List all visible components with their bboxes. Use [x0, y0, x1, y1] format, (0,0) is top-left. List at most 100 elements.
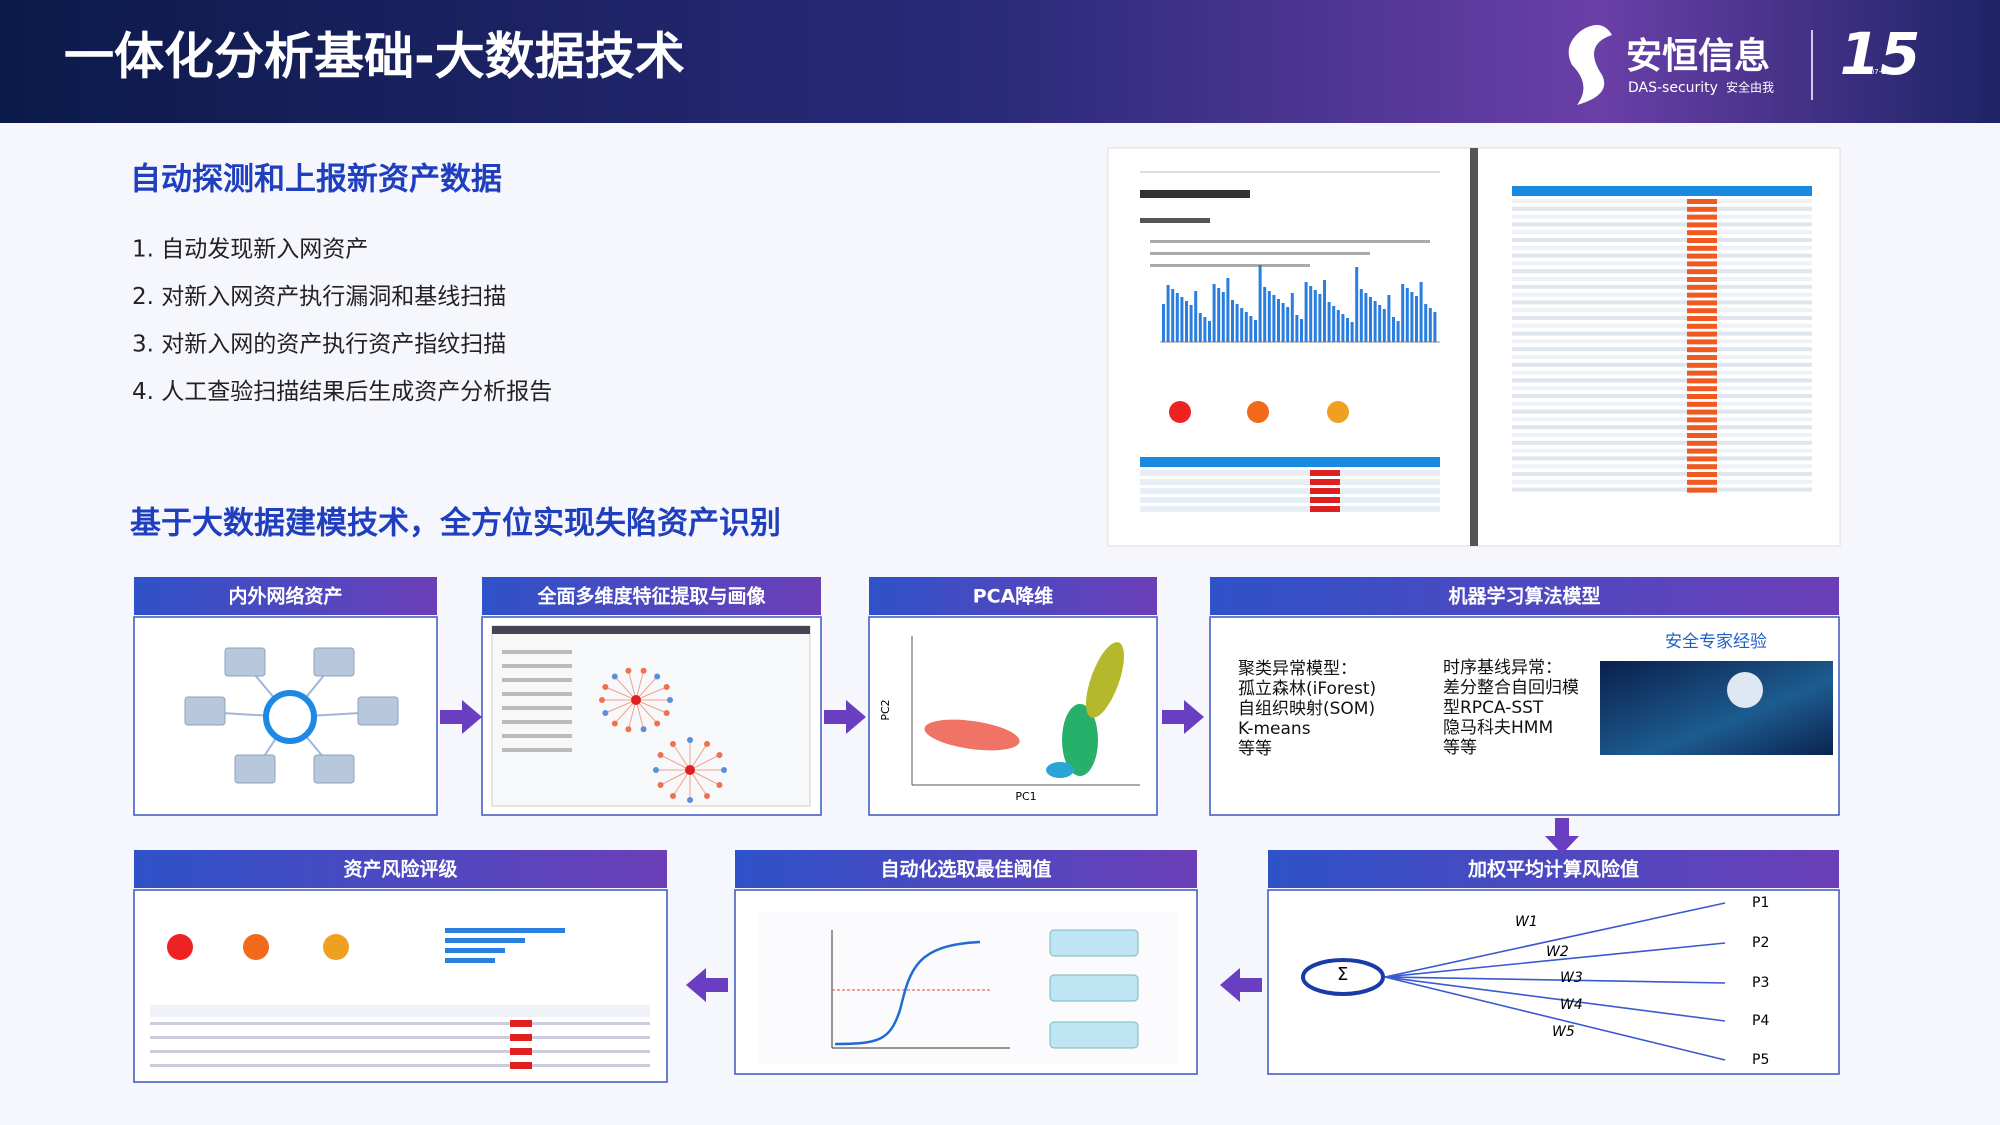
- table-row: [1512, 386, 1812, 391]
- chart-bar: [1180, 297, 1184, 342]
- monitor-icon: [224, 647, 266, 677]
- table-row: [1512, 316, 1812, 320]
- monitor-icon: [313, 647, 355, 677]
- model-line: 等等: [1443, 738, 1477, 758]
- page-gutter: [1470, 148, 1478, 546]
- asset-icon: [1247, 401, 1269, 423]
- table-row: [1140, 488, 1440, 494]
- model-line: 隐马科夫HMM: [1443, 718, 1553, 738]
- table-row: [1512, 331, 1812, 336]
- chart-bar: [1410, 292, 1414, 342]
- graph-edge: [689, 769, 720, 786]
- graph-edge: [660, 754, 691, 771]
- graph-edge: [635, 699, 645, 730]
- chart-bar: [1162, 304, 1165, 342]
- chart-bar: [1208, 321, 1211, 342]
- report-preview: [1107, 147, 1841, 547]
- chart-bar: [1369, 297, 1372, 342]
- graph-node: [669, 741, 676, 748]
- risk-cell: [1687, 370, 1717, 376]
- graph-hub: [685, 765, 695, 775]
- table-row: [1512, 199, 1812, 203]
- list-item: 2. 对新入网资产执行漏洞和基线扫描: [132, 284, 506, 310]
- table-row: [1512, 355, 1812, 359]
- chart-bar: [1387, 295, 1391, 342]
- risk-bar: [445, 938, 525, 943]
- risk-cell: [1687, 409, 1717, 415]
- risk-cell: [1310, 497, 1340, 503]
- risk-cell: [1687, 199, 1717, 204]
- chart-bar: [1217, 288, 1221, 342]
- graph-edge: [614, 699, 637, 724]
- list: 1. 自动发现新入网资产 2. 对新入网资产执行漏洞和基线扫描 3. 对新入网的资产…: [132, 237, 552, 406]
- logo-name: 安恒信息: [1626, 36, 1770, 77]
- chart-bar: [1392, 317, 1395, 342]
- panel-header: [735, 850, 1197, 888]
- page-right: [1490, 160, 1830, 530]
- chart-bar: [1327, 302, 1331, 342]
- panel-title: 机器学习算法模型: [1448, 585, 1600, 608]
- panel-title: 自动化选取最佳阈值: [880, 858, 1051, 881]
- risk-cell: [1687, 300, 1717, 306]
- chart-bar: [1231, 300, 1234, 342]
- browser-icon: [263, 690, 317, 744]
- model-line: 型RPCA-SST: [1443, 698, 1544, 718]
- form-line: [502, 692, 572, 696]
- asset-icon: [1169, 401, 1191, 423]
- chart-bar: [1249, 316, 1253, 342]
- table-row: [1512, 238, 1812, 242]
- network-graphic: [184, 647, 399, 784]
- chart-bar: [1240, 308, 1244, 342]
- table-row: [150, 1022, 650, 1025]
- risk-cell: [1687, 222, 1717, 228]
- chart-bar: [1396, 321, 1400, 342]
- expert-image: [1600, 661, 1833, 755]
- weight-edge: [1384, 976, 1726, 1061]
- chart-bar: [1198, 313, 1202, 342]
- table-row: [1140, 479, 1440, 485]
- input-label: P4: [1752, 1013, 1769, 1029]
- chart-bar: [1189, 305, 1193, 342]
- graph-edge: [635, 699, 667, 714]
- table-row: [1512, 425, 1812, 430]
- callout: [1049, 1021, 1139, 1049]
- table-row: [1140, 506, 1440, 512]
- table-row: [1512, 253, 1812, 258]
- graph-edge: [635, 670, 645, 701]
- table-row: [1512, 269, 1812, 274]
- flow-arrow: [1162, 700, 1204, 734]
- input-label: P5: [1752, 1052, 1769, 1068]
- risk-cell: [1687, 316, 1717, 321]
- expert-label: 安全专家经验: [1665, 632, 1767, 652]
- model-line: K-means: [1238, 719, 1311, 739]
- risk-cell: [1687, 394, 1717, 399]
- risk-cell: [1687, 433, 1717, 438]
- risk-cell: [1687, 269, 1717, 275]
- risk-cell: [1687, 378, 1717, 384]
- table-row: [150, 1050, 650, 1053]
- graph-node: [657, 782, 664, 789]
- risk-bar: [445, 928, 565, 933]
- chart-bar: [1300, 319, 1303, 342]
- table-row: [1512, 323, 1812, 328]
- chart-bar: [1304, 282, 1308, 342]
- asset-icon: [1327, 401, 1349, 423]
- chart-bar: [1258, 265, 1262, 342]
- page-text: [1150, 252, 1370, 255]
- section-heading: 基于大数据建模技术，全方位实现失陷资产识别: [130, 506, 781, 542]
- risk-cell: [1310, 488, 1340, 494]
- weight-label: W3: [1560, 970, 1583, 986]
- input-label: P1: [1752, 895, 1769, 911]
- panel-header: [134, 850, 667, 888]
- robot-head: [1727, 672, 1763, 708]
- table-row: [1512, 347, 1812, 352]
- chart-bar: [1332, 306, 1336, 342]
- monitor-icon: [357, 696, 399, 726]
- chart-bar: [1355, 267, 1359, 342]
- cluster: [1086, 642, 1124, 718]
- chart-bar: [1318, 294, 1322, 342]
- list-item: 3. 对新入网的资产执行资产指纹扫描: [132, 332, 506, 358]
- chart-bar: [1373, 301, 1377, 342]
- chart-bar: [1313, 290, 1317, 342]
- monitor-icon: [184, 696, 226, 726]
